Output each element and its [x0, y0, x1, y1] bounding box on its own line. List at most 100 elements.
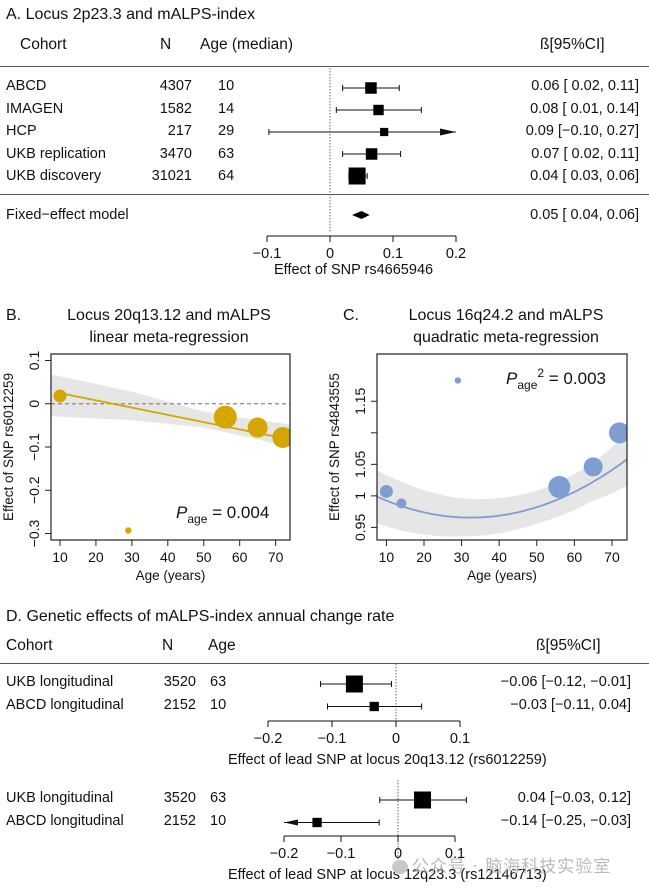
row-ci-text: 0.08 [ 0.01, 0.14]: [530, 100, 639, 117]
y-tick-label: 1.15: [352, 387, 368, 414]
plot-area: [51, 374, 290, 534]
row-age: 63: [210, 790, 227, 806]
panel-a-label: A.: [6, 6, 22, 23]
x-tick-label: 50: [196, 549, 212, 565]
row-age: 29: [218, 123, 235, 139]
row-age: 10: [210, 812, 227, 829]
row-cohort: UKB replication: [6, 145, 106, 162]
col-header-n: N: [160, 36, 172, 53]
row-cohort: ABCD: [6, 78, 47, 94]
d-col-header-cohort: Cohort: [6, 637, 53, 654]
row-cohort: HCP: [6, 123, 37, 139]
summary-ci-text: 0.05 [ 0.04, 0.06]: [530, 207, 639, 223]
panel-a-xlabel: Effect of SNP rs4665946: [274, 262, 434, 278]
panel-d-title: D. Genetic effects of mALPS-index annual…: [6, 608, 394, 626]
row-ci-text: −0.06 [−0.12, −0.01]: [500, 674, 631, 690]
p-value-annotation: Page2 = 0.003: [506, 366, 606, 392]
y-tick-label: −0.2: [26, 476, 42, 504]
panel-c-label: C.: [343, 307, 359, 324]
x-tick-label: 40: [160, 549, 176, 565]
row-ci-text: 0.04 [ 0.03, 0.06]: [530, 168, 639, 184]
panel-c-title-line2: quadratic meta-regression: [413, 329, 599, 346]
x-tick-label: −0.2: [254, 731, 283, 747]
x-tick-label: 70: [604, 549, 620, 565]
x-axis-label: Age (years): [467, 568, 537, 583]
effect-square: [380, 127, 389, 137]
x-tick-label: 30: [454, 549, 470, 565]
row-n: 3520: [163, 790, 196, 806]
row-n: 3470: [159, 145, 192, 162]
scatter-plot-c: 10 20 30 40 50 60 70 Age (years) 0.95 1 1.05 1.15 Ef…: [327, 353, 628, 583]
scatter-plot-b: 10 20 30 40 50 60 70 Age (years) −0.3 −0.2 −0.1 0 0.…: [1, 351, 291, 583]
panel-c-title-line1: Locus 16q24.2 and mALPS: [408, 307, 604, 324]
forest-plot-d: −0.2 −0.1 0 0.1 −0.2 −0.1 0 0.1: [254, 664, 470, 862]
y-tick-label: 0.1: [26, 351, 42, 371]
effect-square: [373, 104, 384, 116]
panel-b-title-line1: Locus 20q13.12 and mALPS: [67, 307, 271, 324]
x-axis-label: Age (years): [136, 568, 206, 583]
panel-d-title-text: Genetic effects of mALPS-index annual ch…: [26, 608, 395, 625]
summary-divider: [0, 194, 649, 195]
x-tick-label: 70: [268, 549, 284, 565]
effect-square: [365, 148, 378, 160]
x-tick-label: 30: [124, 549, 140, 565]
row-cohort: UKB longitudinal: [6, 674, 114, 690]
x-tick-label: 20: [88, 549, 104, 565]
confidence-band: [51, 374, 290, 447]
p-value-annotation: Page = 0.004: [176, 503, 269, 526]
forest-plot-a: −0.1 0 0.1 0.2: [253, 68, 466, 262]
panel-a-title-text: Locus 2p23.3 and mALPS-index: [25, 6, 256, 23]
x-tick-label: 10: [52, 549, 68, 565]
x-tick-label: −0.1: [318, 731, 347, 747]
data-point: [53, 389, 67, 403]
row-n: 31021: [151, 168, 192, 184]
panel-d1-xlabel: Effect of lead SNP at locus 20q13.12 (rs…: [228, 752, 547, 768]
data-point: [583, 457, 603, 477]
d-col-header-ci: ß[95%CI]: [536, 637, 601, 654]
d-col-header-n: N: [162, 637, 174, 654]
row-age: 64: [218, 168, 235, 184]
effect-square: [414, 791, 432, 809]
x-tick-label: −0.2: [270, 846, 299, 862]
row-ci-text: 0.09 [−0.10, 0.27]: [525, 123, 639, 139]
row-cohort: UKB discovery: [6, 168, 102, 184]
data-point: [548, 476, 571, 499]
d-col-header-age: Age: [208, 637, 236, 654]
effect-square: [369, 701, 379, 712]
y-tick-label: 0.95: [352, 514, 368, 541]
row-age: 63: [218, 145, 235, 162]
col-header-age: Age (median): [200, 36, 294, 53]
ci-arrow-left: [284, 819, 298, 826]
row-cohort: IMAGEN: [6, 100, 64, 117]
confidence-band: [377, 432, 627, 537]
data-point: [454, 377, 462, 384]
row-ci-text: −0.03 [−0.11, 0.04]: [510, 696, 631, 713]
x-tick-label: 20: [416, 549, 432, 565]
summary-label: Fixed−effect model: [6, 207, 129, 223]
row-n: 2152: [163, 696, 196, 713]
col-header-cohort: Cohort: [20, 36, 67, 53]
x-tick-label: 0: [394, 846, 402, 862]
row-n: 2152: [163, 812, 196, 829]
effect-square: [348, 167, 366, 185]
y-tick-label: 1: [352, 492, 368, 500]
row-age: 63: [210, 674, 227, 690]
row-n: 3520: [163, 674, 196, 690]
d-header-divider: [0, 663, 649, 664]
col-header-ci: ß[95%CI]: [540, 36, 605, 53]
data-point: [247, 417, 268, 438]
plot-area: [377, 377, 627, 537]
x-tick-label: 0.1: [445, 846, 465, 862]
data-point: [608, 422, 627, 444]
effect-square: [345, 675, 363, 693]
x-tick-label: 60: [567, 549, 583, 565]
x-tick-label: 0.1: [450, 731, 470, 747]
panel-b-label: B.: [6, 307, 22, 324]
y-tick-label: 0: [26, 400, 42, 408]
watermark: 公众号 · 脑海科技实验室: [392, 852, 611, 877]
x-tick-label: −0.1: [327, 846, 356, 862]
x-tick-label: −0.1: [253, 246, 282, 262]
row-cohort: UKB longitudinal: [6, 790, 114, 806]
watermark-text: 公众号 · 脑海科技实验室: [412, 857, 612, 877]
panel-d-label: D.: [6, 608, 22, 625]
